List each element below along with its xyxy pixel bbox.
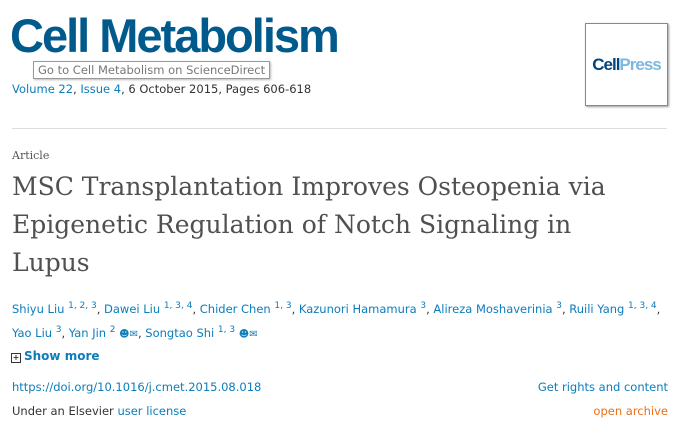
author-link[interactable]: Shiyu Liu: [12, 301, 65, 316]
tooltip: Go to Cell Metabolism on ScienceDirect: [33, 61, 271, 79]
divider: [12, 128, 667, 129]
author-affiliation[interactable]: 1, 3: [217, 324, 236, 335]
author-affiliation[interactable]: 2: [109, 324, 116, 335]
author-affiliation[interactable]: 1, 3, 4: [628, 301, 657, 311]
user-license-link[interactable]: user license: [117, 404, 187, 418]
author-affiliation[interactable]: 1, 2, 3: [68, 301, 97, 311]
license-text: Under an Elsevier user license: [12, 404, 186, 418]
article-title: MSC Transplantation Improves Osteopenia …: [12, 172, 606, 277]
person-icon[interactable]: ☻: [238, 328, 250, 340]
rights-link[interactable]: Get rights and content: [537, 380, 668, 394]
cellpress-logo[interactable]: Cell Press: [585, 23, 668, 106]
logo-press: Press: [619, 54, 661, 74]
email-icon[interactable]: ✉: [249, 328, 258, 340]
volume-link[interactable]: Volume 22: [12, 82, 74, 96]
author-affiliation[interactable]: 3: [55, 324, 62, 335]
open-archive-badge[interactable]: open archive: [593, 404, 668, 418]
article-type: Article: [12, 149, 50, 162]
author-affiliation[interactable]: 1, 3: [274, 301, 292, 311]
author-affiliation[interactable]: 1, 3, 4: [163, 301, 193, 311]
author-link[interactable]: Ruili Yang: [569, 301, 625, 316]
email-icon[interactable]: ✉: [129, 328, 138, 340]
doi-link[interactable]: https://doi.org/10.1016/j.cmet.2015.08.0…: [12, 380, 262, 394]
author-link[interactable]: Yao Liu: [12, 325, 53, 340]
author-link[interactable]: Chider Chen: [199, 301, 271, 316]
license-prefix: Under an Elsevier: [12, 404, 118, 418]
author-list: Shiyu Liu 1, 2, 3, Dawei Liu 1, 3, 4, Ch…: [12, 301, 661, 340]
show-more-button[interactable]: + Show more: [11, 349, 100, 363]
journal-title-link[interactable]: Cell Metabolism: [10, 9, 340, 62]
author-link[interactable]: Alireza Moshaverinia: [433, 301, 553, 316]
person-icon[interactable]: ☻: [119, 328, 130, 340]
issue-link[interactable]: Issue 4: [80, 82, 122, 96]
logo-cell: Cell: [592, 54, 620, 74]
author-link[interactable]: Songtao Shi: [145, 325, 215, 340]
issue-info: Volume 22, Issue 4, 6 October 2015, Page…: [12, 82, 312, 96]
plus-box-icon: +: [11, 353, 21, 363]
author-link[interactable]: Dawei Liu: [104, 301, 161, 316]
author-affiliation[interactable]: 3: [556, 301, 562, 311]
date-pages: , 6 October 2015, Pages 606-618: [121, 82, 312, 96]
author-affiliation[interactable]: 3: [420, 301, 427, 311]
author-link[interactable]: Kazunori Hamamura: [298, 301, 417, 316]
author-link[interactable]: Yan Jin: [68, 325, 107, 340]
show-more-label: Show more: [24, 349, 100, 363]
